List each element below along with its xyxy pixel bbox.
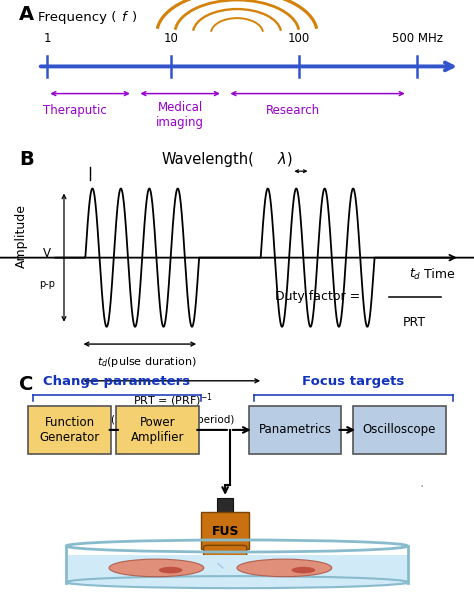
- Text: 10: 10: [163, 33, 178, 46]
- Text: λ: λ: [277, 152, 286, 167]
- Text: ): ): [287, 152, 292, 167]
- Ellipse shape: [109, 559, 204, 577]
- Text: ): ): [132, 11, 137, 24]
- Ellipse shape: [292, 567, 315, 574]
- FancyBboxPatch shape: [217, 498, 233, 513]
- Text: FUS: FUS: [211, 525, 239, 538]
- Text: (pulse repitition period): (pulse repitition period): [111, 416, 235, 426]
- Text: 100: 100: [288, 33, 310, 46]
- Text: Amplitude: Amplitude: [15, 204, 28, 268]
- Text: f: f: [121, 11, 126, 24]
- Text: 1: 1: [44, 33, 51, 46]
- Text: A: A: [19, 5, 34, 24]
- Text: Oscilloscope: Oscilloscope: [363, 423, 436, 436]
- FancyBboxPatch shape: [201, 512, 249, 549]
- Text: Frequency (: Frequency (: [38, 11, 116, 24]
- Ellipse shape: [237, 559, 332, 577]
- Text: C: C: [19, 375, 33, 394]
- Text: Medical
imaging: Medical imaging: [156, 101, 204, 129]
- Text: Power
Amplifier: Power Amplifier: [131, 416, 184, 444]
- Text: B: B: [19, 150, 34, 169]
- FancyBboxPatch shape: [249, 406, 341, 454]
- FancyArrowPatch shape: [218, 563, 223, 568]
- Text: ·: ·: [419, 480, 424, 494]
- Text: Focus targets: Focus targets: [302, 375, 404, 388]
- Ellipse shape: [66, 576, 408, 588]
- FancyBboxPatch shape: [28, 406, 111, 454]
- Text: $t_d$: $t_d$: [409, 268, 421, 282]
- Text: Research: Research: [265, 104, 319, 117]
- Text: 500 MHz: 500 MHz: [392, 33, 443, 46]
- Text: $t_d$(pulse duration): $t_d$(pulse duration): [97, 355, 197, 369]
- Text: Function
Generator: Function Generator: [40, 416, 100, 444]
- Ellipse shape: [159, 567, 182, 574]
- Text: Change parameters: Change parameters: [43, 375, 190, 388]
- Text: p-p: p-p: [39, 279, 55, 289]
- Text: PRT = (PRF)$^{-1}$: PRT = (PRF)$^{-1}$: [133, 392, 213, 409]
- Text: Theraputic: Theraputic: [43, 104, 106, 117]
- Text: PRT: PRT: [403, 316, 426, 329]
- FancyBboxPatch shape: [66, 555, 408, 585]
- FancyBboxPatch shape: [353, 406, 446, 454]
- FancyBboxPatch shape: [116, 406, 199, 454]
- Text: Time: Time: [424, 268, 455, 281]
- Text: Wavelength(: Wavelength(: [161, 152, 254, 167]
- Text: V: V: [44, 247, 51, 260]
- Text: Duty factor =: Duty factor =: [275, 290, 364, 303]
- Text: Panametrics: Panametrics: [259, 423, 331, 436]
- FancyBboxPatch shape: [203, 545, 246, 563]
